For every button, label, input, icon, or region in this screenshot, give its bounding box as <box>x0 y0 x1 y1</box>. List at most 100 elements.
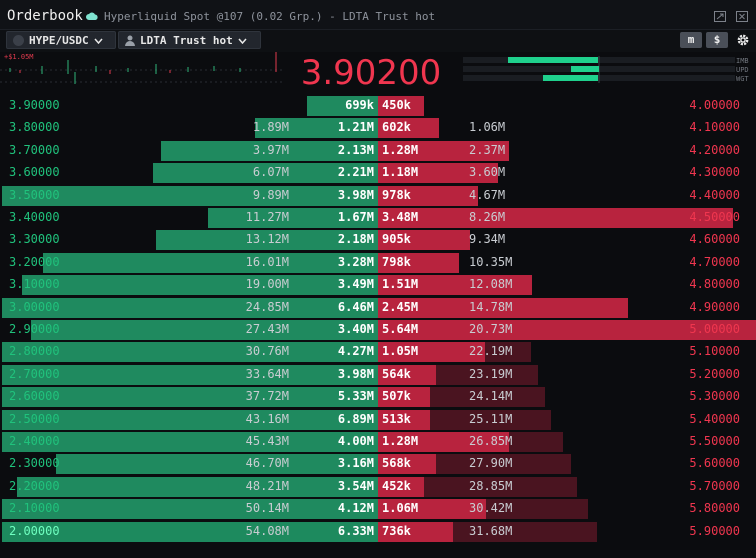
bid-size: 3.49M <box>337 277 374 292</box>
bid-size-bar <box>22 275 378 296</box>
bid-price: 2.90000 <box>9 322 60 336</box>
symbol-select[interactable]: HYPE/USDC <box>6 31 116 49</box>
ask-price: 4.40000 <box>689 187 740 202</box>
indicator-label-upd: UPD <box>736 66 749 74</box>
bid-size-bar <box>2 409 378 430</box>
bid-size-bar <box>207 208 378 228</box>
popout-icon[interactable] <box>714 11 726 22</box>
currency-button[interactable]: $ <box>706 32 728 48</box>
orderbook-row[interactable]: 3.40000 11.27M 1.67M 3.48M 8.26M 4.50000 <box>0 206 756 228</box>
ask-total: 12.08M <box>469 277 513 292</box>
ask-size: 905k <box>382 232 411 247</box>
chevron-down-icon <box>238 38 247 44</box>
ask-price: 4.80000 <box>689 277 740 292</box>
orderbook-row[interactable]: 3.60000 6.07M 2.21M 1.18M 3.60M 4.30000 <box>0 161 756 184</box>
ask-size: 564k <box>382 366 411 381</box>
trades-strip <box>0 52 282 84</box>
ask-size-bar <box>378 454 436 475</box>
orderbook-row[interactable]: 2.90000 27.43M 3.40M 5.64M 20.73M 5.00000 <box>0 318 756 340</box>
orderbook-row[interactable]: 2.00000 54.08M 6.33M 736k 31.68M 5.90000 <box>0 520 756 542</box>
orderbook-row[interactable]: 3.30000 13.12M 2.18M 905k 9.34M 4.60000 <box>0 228 756 251</box>
trade-size-label: +$1.05M <box>4 53 34 61</box>
bid-size: 4.00M <box>337 434 374 448</box>
orderbook-row[interactable]: 2.80000 30.76M 4.27M 1.05M 22.19M 5.10000 <box>0 340 756 363</box>
ask-size-bar <box>378 364 436 385</box>
ask-price: 4.20000 <box>689 142 740 157</box>
orderbook-row[interactable]: 2.70000 33.64M 3.98M 564k 23.19M 5.20000 <box>0 363 756 385</box>
ask-total: 27.90M <box>469 456 513 471</box>
orderbook-row[interactable]: 3.50000 9.89M 3.98M 978k 4.67M 4.40000 <box>0 184 756 206</box>
orderbook-row[interactable]: 3.00000 24.85M 6.46M 2.45M 14.78M 4.90000 <box>0 296 756 318</box>
bid-total: 45.43M <box>245 434 289 448</box>
ask-size-bar <box>378 163 499 184</box>
ask-price: 4.90000 <box>689 299 740 314</box>
bid-price: 2.50000 <box>9 411 60 426</box>
bid-price: 2.30000 <box>9 456 60 471</box>
bid-size: 3.40M <box>337 322 374 336</box>
bid-total: 43.16M <box>245 411 289 426</box>
bid-total: 19.00M <box>245 277 289 292</box>
bid-size: 699k <box>345 98 374 112</box>
bid-size: 3.98M <box>337 187 374 202</box>
bid-size-bar <box>55 454 378 475</box>
bid-size: 5.33M <box>337 389 374 404</box>
orderbook-row[interactable]: 2.10000 50.14M 4.12M 1.06M 30.42M 5.80000 <box>0 497 756 520</box>
bid-size: 3.28M <box>337 254 374 269</box>
ask-size: 1.51M <box>382 277 419 292</box>
ask-size: 1.28M <box>382 142 419 157</box>
bid-total: 16.01M <box>245 254 289 269</box>
ask-size: 602k <box>382 120 411 135</box>
ask-price: 4.70000 <box>689 254 740 269</box>
bid-price: 2.40000 <box>9 434 60 448</box>
orderbook-row[interactable]: 3.90000 699k 450k 4.00000 <box>0 94 756 116</box>
ask-size-bar <box>378 230 471 251</box>
ask-total: 31.68M <box>469 523 513 538</box>
bid-size: 4.27M <box>337 344 374 359</box>
bid-price: 3.20000 <box>9 254 60 269</box>
ask-size-bar <box>378 185 478 206</box>
bid-price: 3.40000 <box>9 210 60 224</box>
ask-size: 3.48M <box>382 210 419 224</box>
ask-size-bar <box>378 342 486 363</box>
orderbook-row[interactable]: 3.10000 19.00M 3.49M 1.51M 12.08M 4.80000 <box>0 273 756 296</box>
mode-button[interactable]: m <box>680 32 702 48</box>
ask-price: 5.60000 <box>689 456 740 471</box>
bid-size: 4.12M <box>337 501 374 516</box>
ask-size-bar <box>378 275 533 296</box>
orderbook-row[interactable]: 2.40000 45.43M 4.00M 1.28M 26.85M 5.50000 <box>0 430 756 452</box>
ask-total: 30.42M <box>469 501 513 516</box>
orderbook-row[interactable]: 3.80000 1.89M 1.21M 602k 1.06M 4.10000 <box>0 116 756 139</box>
orderbook-row[interactable]: 2.60000 37.72M 5.33M 507k 24.14M 5.30000 <box>0 385 756 408</box>
ask-total: 28.85M <box>469 478 513 493</box>
orderbook-row[interactable]: 2.20000 48.21M 3.54M 452k 28.85M 5.70000 <box>0 475 756 497</box>
orderbook-row[interactable]: 2.30000 46.70M 3.16M 568k 27.90M 5.60000 <box>0 452 756 475</box>
orderbook-row[interactable]: 3.20000 16.01M 3.28M 798k 10.35M 4.70000 <box>0 251 756 273</box>
close-icon[interactable] <box>736 11 748 22</box>
bid-price: 2.10000 <box>9 501 60 516</box>
ask-size: 5.64M <box>382 322 419 336</box>
bid-total: 27.43M <box>245 322 289 336</box>
symbol-label: HYPE/USDC <box>29 34 89 47</box>
ask-price: 5.50000 <box>689 434 740 448</box>
orderbook-row[interactable]: 3.70000 3.97M 2.13M 1.28M 2.37M 4.20000 <box>0 139 756 161</box>
user-icon <box>125 35 135 46</box>
account-select[interactable]: LDTA Trust hot <box>118 31 261 49</box>
orderbook-row[interactable]: 2.50000 43.16M 6.89M 513k 25.11M 5.40000 <box>0 408 756 430</box>
bid-size-bar <box>31 320 378 340</box>
ask-size-bar <box>378 320 756 340</box>
window-title: Orderbook <box>7 8 83 24</box>
bid-size-bar <box>43 252 378 273</box>
ask-total: 22.19M <box>469 344 513 359</box>
orderbook-table: 3.90000 699k 450k 4.00000 3.80000 1.89M 1.21M 6… <box>0 94 756 556</box>
bid-total: 33.64M <box>245 366 289 381</box>
bid-total: 46.70M <box>245 456 289 471</box>
ask-size: 1.28M <box>382 434 419 448</box>
gear-icon[interactable] <box>736 33 750 47</box>
coin-icon <box>13 35 24 46</box>
ask-size: 978k <box>382 187 411 202</box>
window-subtitle: Hyperliquid Spot @107 (0.02 Grp.) - LDTA… <box>104 10 436 23</box>
bid-price: 3.80000 <box>9 120 60 135</box>
ask-total: 26.85M <box>469 434 513 448</box>
mid-price: 3.90200 <box>300 53 442 93</box>
bid-price: 3.90000 <box>9 98 60 112</box>
